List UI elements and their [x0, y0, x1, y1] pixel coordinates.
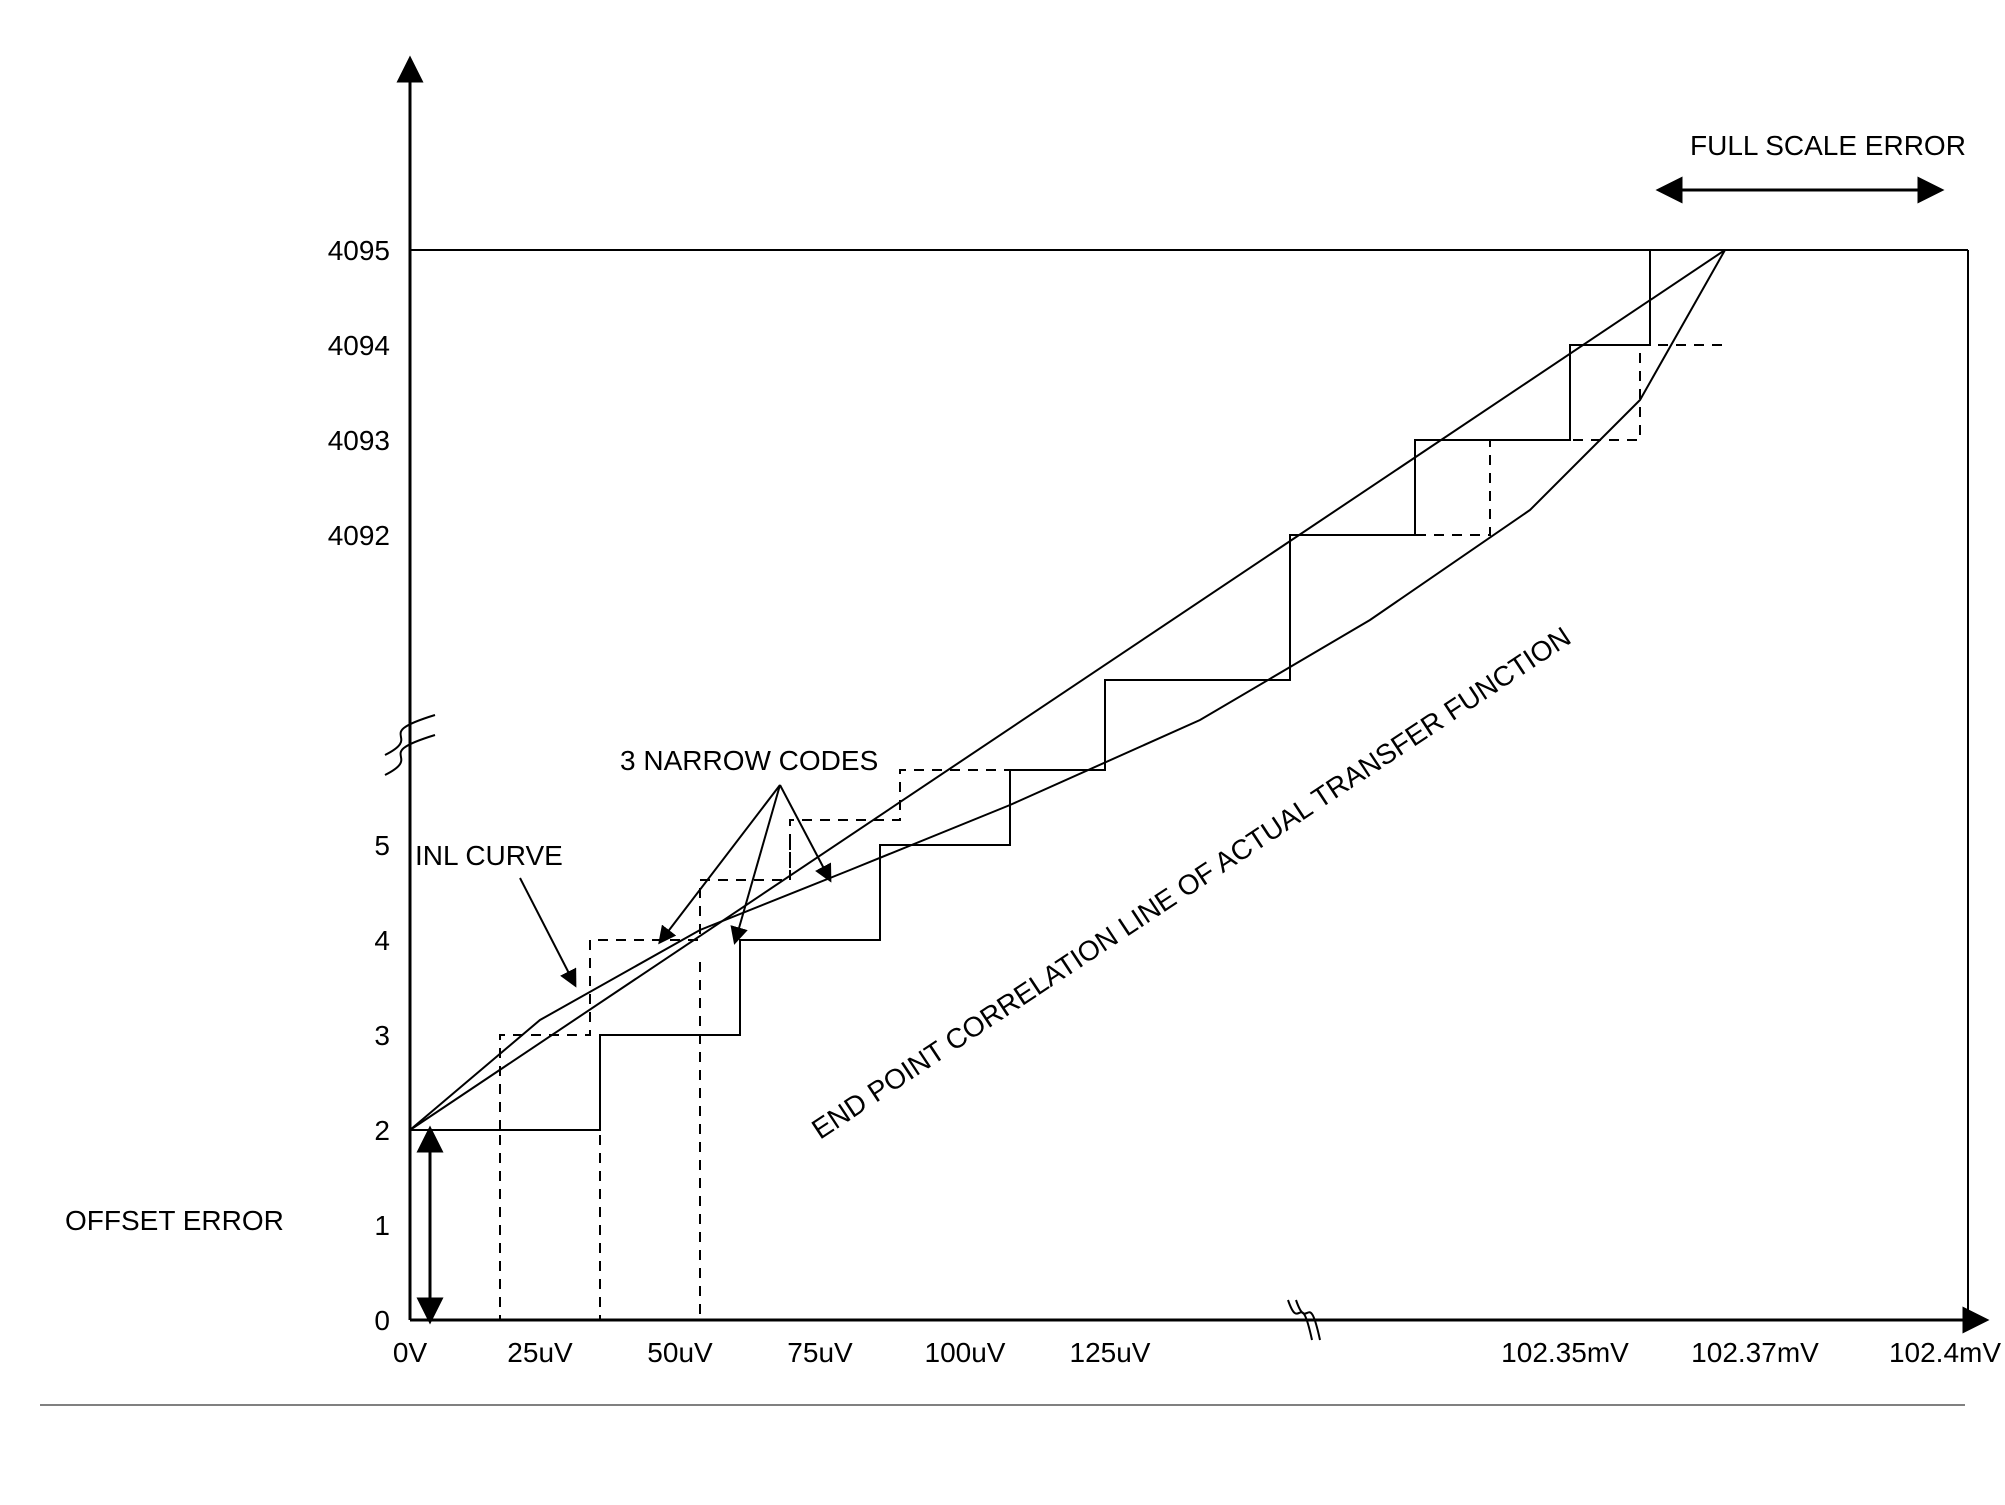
- x-tick-label: 125uV: [1070, 1337, 1151, 1368]
- y-tick-label: 4092: [328, 520, 390, 551]
- x-tick-label: 75uV: [787, 1337, 853, 1368]
- narrow-codes-arrow: [660, 785, 780, 942]
- layer: 0 1 2 3 4 5 4092 4093 4094 4095 0V 25uV 50uV 75uV 100u…: [40, 60, 2001, 1405]
- y-tick-label: 4: [374, 925, 390, 956]
- x-tick-label: 102.35mV: [1501, 1337, 1629, 1368]
- narrow-codes-arrow: [735, 785, 780, 942]
- x-tick-label: 102.4mV: [1889, 1337, 2001, 1368]
- y-tick-label: 4094: [328, 330, 390, 361]
- y-tick-label: 4093: [328, 425, 390, 456]
- x-tick-label: 25uV: [507, 1337, 573, 1368]
- offset-error-label: OFFSET ERROR: [65, 1205, 284, 1236]
- y-tick-label: 4095: [328, 235, 390, 266]
- x-tick-label: 102.37mV: [1691, 1337, 1819, 1368]
- correlation-line: [410, 250, 1725, 1130]
- x-tick-label: 100uV: [925, 1337, 1006, 1368]
- inl-curve-arrow: [520, 878, 575, 985]
- inl-curve-label: INL CURVE: [415, 840, 563, 871]
- y-tick-label: 2: [374, 1115, 390, 1146]
- diagram-svg: 0 1 2 3 4 5 4092 4093 4094 4095 0V 25uV 50uV 75uV 100u…: [0, 0, 2005, 1505]
- x-tick-label: 50uV: [647, 1337, 713, 1368]
- y-tick-label: 3: [374, 1020, 390, 1051]
- y-tick-label: 5: [374, 830, 390, 861]
- y-tick-label: 0: [374, 1305, 390, 1336]
- endpoint-line-label: END POINT CORRELATION LINE OF ACTUAL TRA…: [806, 621, 1576, 1145]
- y-tick-label: 1: [374, 1210, 390, 1241]
- diagram-root: 0 1 2 3 4 5 4092 4093 4094 4095 0V 25uV 50uV 75uV 100u…: [0, 0, 2005, 1505]
- narrow-codes-label: 3 NARROW CODES: [620, 745, 878, 776]
- transfer-steps-dashed-top: [1290, 345, 1730, 535]
- full-scale-error-label: FULL SCALE ERROR: [1690, 130, 1966, 161]
- x-tick-label: 0V: [393, 1337, 428, 1368]
